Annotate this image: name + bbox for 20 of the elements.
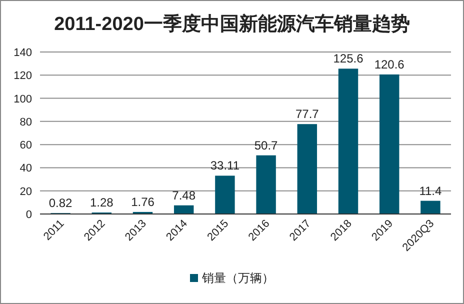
data-label: 11.4 [419, 184, 442, 198]
data-label: 1.76 [131, 194, 155, 209]
legend-label: 销量（万辆） [201, 271, 274, 285]
data-label: 120.6 [374, 57, 405, 72]
y-tick-label: 120 [14, 70, 32, 82]
y-tick-label: 20 [20, 186, 32, 198]
y-tick-label: 60 [20, 140, 32, 152]
data-label: 125.6 [333, 52, 364, 66]
data-label: 33.11 [210, 158, 240, 173]
data-label: 50.7 [254, 138, 278, 152]
data-label: 1.28 [90, 196, 114, 210]
y-tick-label: 100 [14, 93, 32, 106]
y-tick-label: 0 [26, 209, 32, 221]
data-label: 77.7 [295, 107, 320, 122]
y-tick-label: 140 [14, 47, 32, 59]
chart-title: 2011-2020一季度中国新能源汽车销量趋势 [54, 13, 410, 35]
y-tick-label: 80 [20, 116, 32, 128]
y-tick-label: 40 [20, 162, 32, 175]
data-label: 0.82 [48, 196, 73, 210]
data-label: 7.48 [172, 188, 196, 202]
